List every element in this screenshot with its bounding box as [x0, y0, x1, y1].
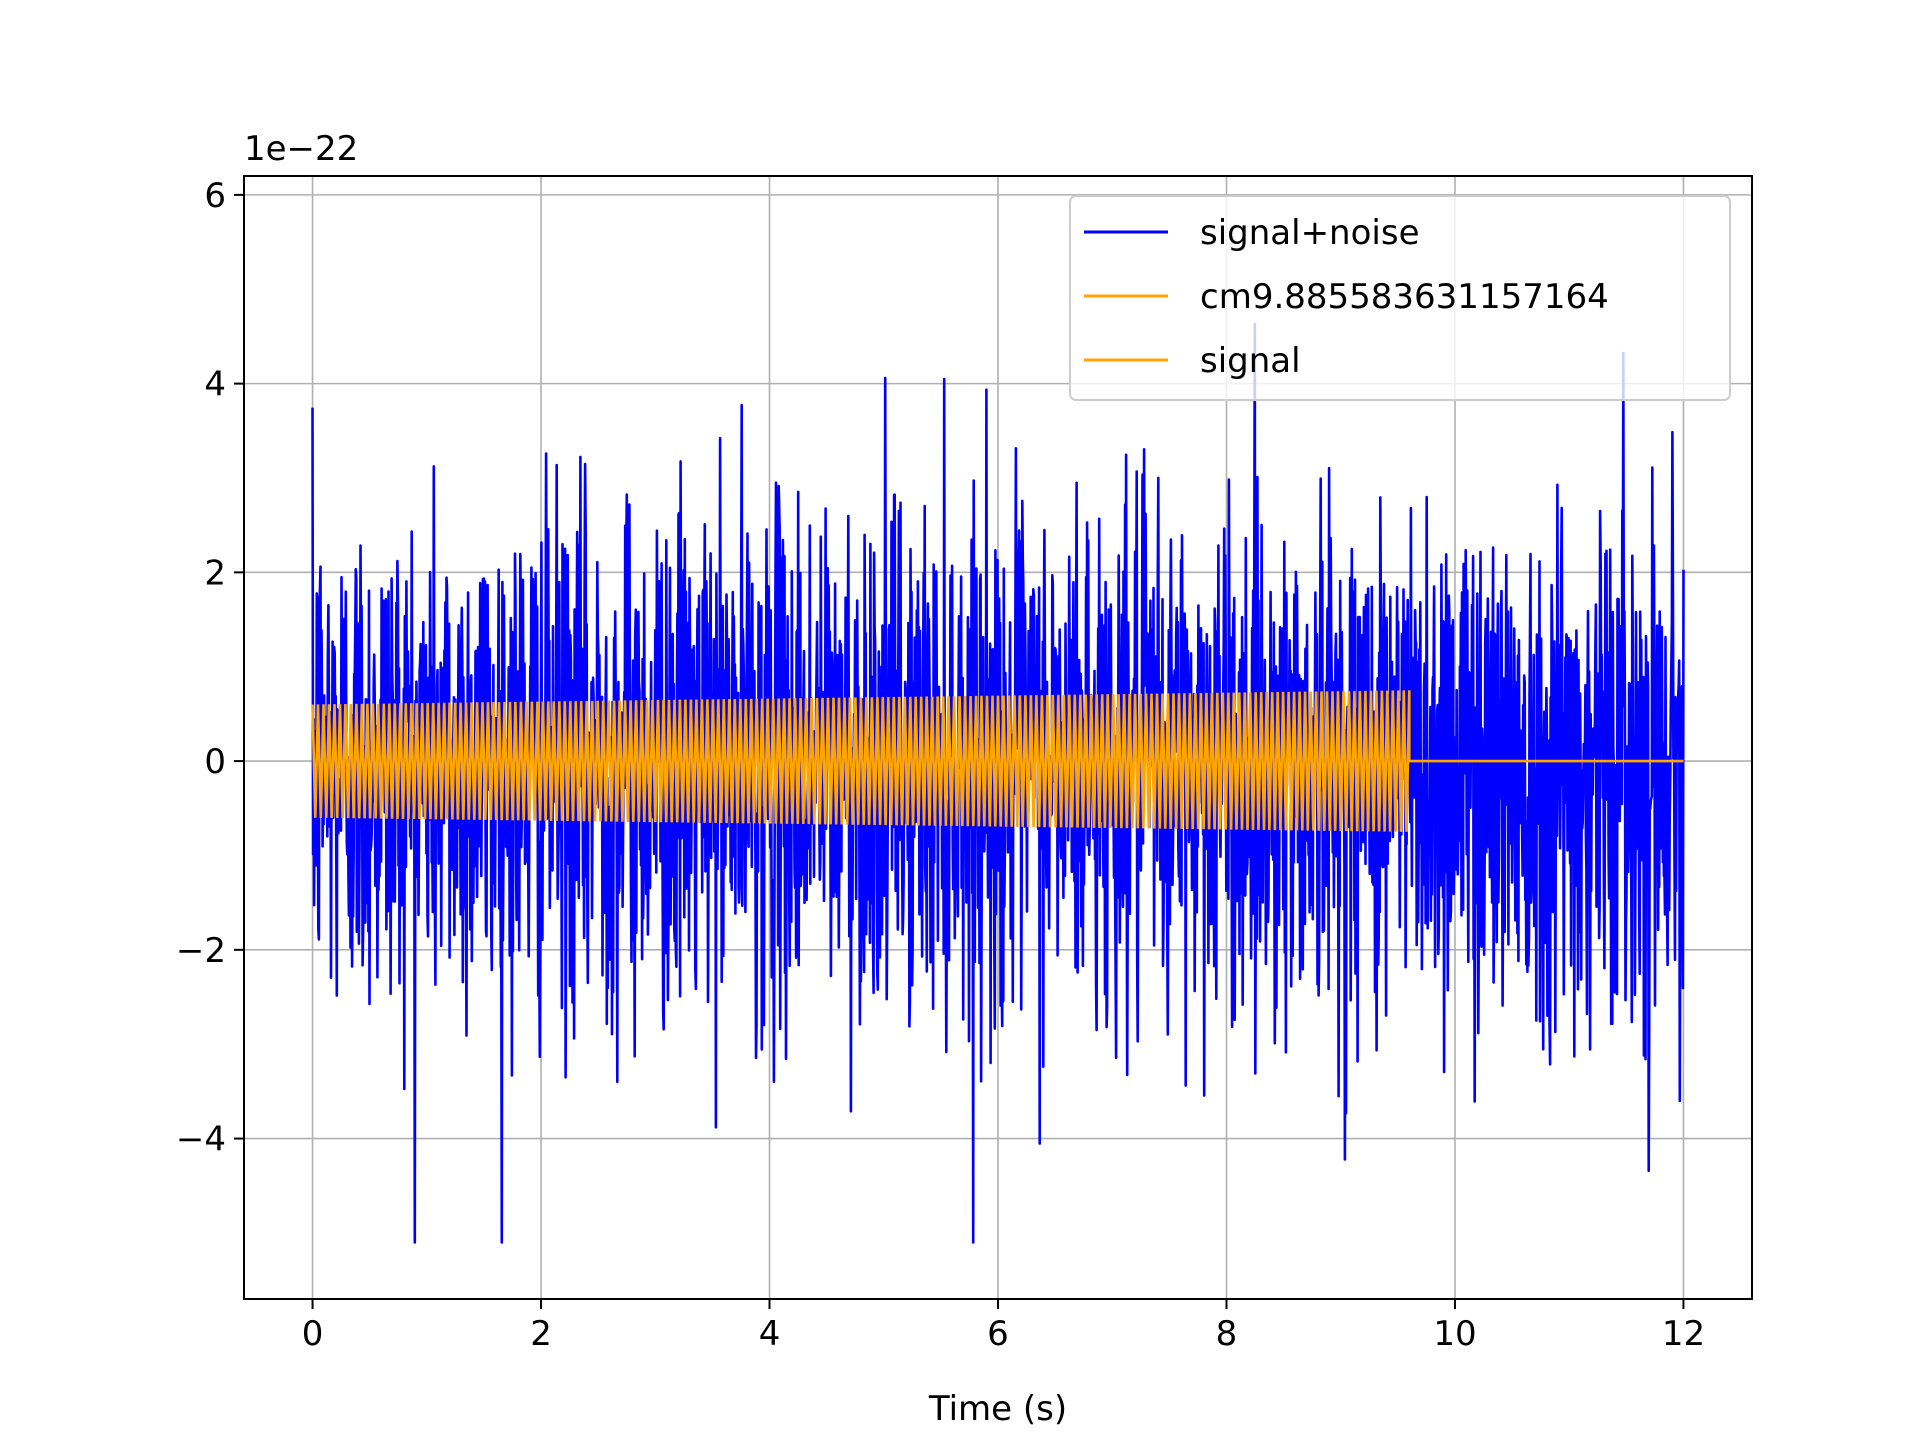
series-signal-noise-line: [311, 322, 1685, 1244]
x-tick-label: 6: [987, 1314, 1009, 1354]
legend-label: cm9.885583631157164: [1200, 277, 1609, 317]
legend-label: signal: [1200, 341, 1301, 381]
series-layer: [311, 322, 1685, 1244]
x-axis-label: Time (s): [928, 1389, 1067, 1429]
y-offset-text: 1e−22: [244, 129, 358, 169]
y-axis: −4 −2 0 2 4 6: [176, 176, 244, 1160]
y-tick-label: 4: [204, 365, 226, 405]
y-tick-label: −4: [176, 1120, 226, 1160]
y-tick-label: −2: [176, 931, 226, 971]
x-tick-label: 12: [1662, 1314, 1705, 1354]
x-tick-label: 0: [302, 1314, 324, 1354]
x-tick-label: 4: [759, 1314, 781, 1354]
legend: signal+noise cm9.885583631157164 signal: [1069, 195, 1731, 401]
x-tick-label: 10: [1433, 1314, 1476, 1354]
y-tick-label: 6: [204, 176, 226, 216]
x-axis: 0 2 4 6 8 10 12: [302, 1299, 1705, 1354]
x-tick-label: 2: [530, 1314, 552, 1354]
y-tick-label: 0: [204, 742, 226, 782]
x-tick-label: 8: [1216, 1314, 1238, 1354]
legend-box: [1069, 195, 1731, 401]
legend-label: signal+noise: [1200, 213, 1420, 253]
y-tick-label: 2: [204, 553, 226, 593]
series-signal-line: [311, 690, 1684, 832]
